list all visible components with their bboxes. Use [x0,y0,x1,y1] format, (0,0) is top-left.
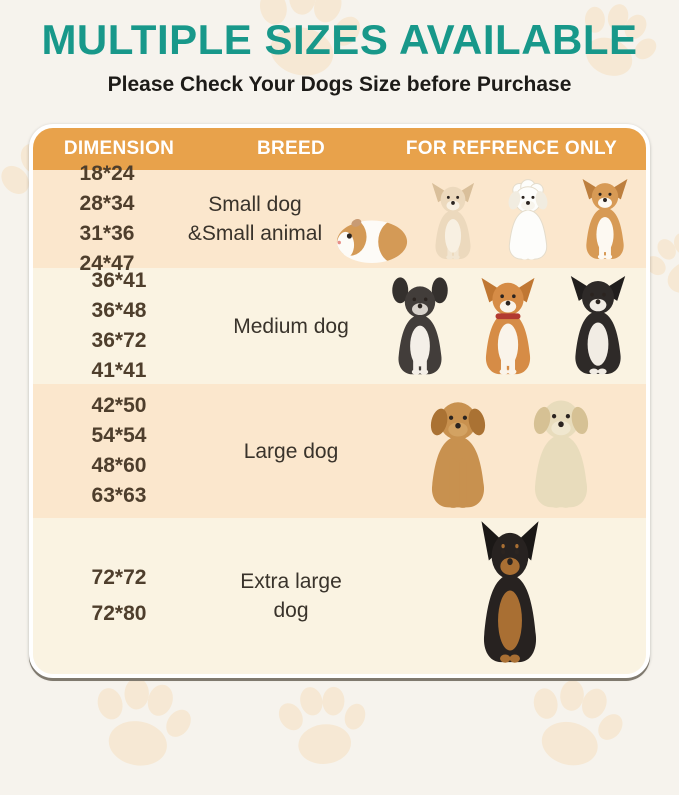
reference-animal-images [329,170,646,268]
breed-line: &Small animal [187,222,323,245]
dimension-value: 36*72 [91,329,147,352]
breed-line: Extra large [240,570,342,593]
dimension-value: 18*24 [79,162,135,185]
table-row: 42*50 54*54 48*60 63*63 Large dog [33,384,646,518]
reference-animal-images [377,268,646,384]
french-bulldog-image [391,277,448,375]
paw-print-icon [263,671,383,786]
corgi-puppy-image [582,179,628,260]
breed-line: Medium dog [233,314,349,338]
breed-line: Large dog [243,439,339,463]
paw-print-icon [71,658,211,792]
breed-line: dog [273,599,309,622]
page-title: MULTIPLE SIZES AVAILABLE [41,16,638,63]
dimension-value: 36*48 [91,299,147,322]
reference-animal-images [377,384,646,518]
table-row: 36*41 36*48 36*72 41*41 Medium dog [33,268,646,384]
dimension-value: 48*60 [91,454,147,477]
doberman-image [480,521,539,663]
page-subtitle: Please Check Your Dogs Size before Purch… [107,73,572,96]
size-chart-card: DIMENSION BREED FOR REFRENCE ONLY 18*24 2… [29,124,650,678]
breed-label: Medium dog [205,268,377,384]
dimension-value: 24*47 [79,252,135,275]
dimension-value: 41*41 [91,359,147,382]
dimension-value: 42*50 [91,394,147,417]
col-header-reference: FOR REFRENCE ONLY [405,138,618,159]
breed-label: Extra large dog [205,518,377,674]
dimension-value: 31*36 [79,222,135,245]
dimension-list: 36*41 36*48 36*72 41*41 [33,268,205,384]
dimension-value: 72*80 [91,602,147,625]
golden-retriever-image [430,402,486,508]
breed-line: Small dog [208,193,302,216]
table-row: 18*24 28*34 31*36 24*47 Small dog &Small anim… [33,162,646,275]
dimension-value: 72*72 [91,566,147,589]
col-header-breed: BREED [256,138,325,159]
col-header-dimension: DIMENSION [63,138,175,159]
table-header: DIMENSION BREED FOR REFRENCE ONLY [33,128,646,170]
table-body: 18*24 28*34 31*36 24*47 Small dog &Small anim… [33,162,646,674]
breed-label: Small dog &Small animal [181,170,329,268]
labrador-image [533,400,589,508]
guinea-pig-image [336,219,408,263]
dimension-value: 63*63 [91,484,147,507]
dimension-value: 54*54 [91,424,147,447]
dimension-value: 36*41 [91,269,147,292]
chihuahua-image [431,182,475,260]
dimension-list: 18*24 28*34 31*36 24*47 [33,162,181,275]
dimension-value: 28*34 [79,192,135,215]
dimension-list: 42*50 54*54 48*60 63*63 [33,384,205,518]
border-collie-image [570,275,625,375]
breed-label: Large dog [205,384,377,518]
table-row: 72*72 72*80 Extra large dog [33,518,646,674]
dimension-list: 72*72 72*80 [33,518,205,674]
reference-animal-images [377,518,646,674]
bichon-frise-image [508,179,548,260]
shiba-inu-image [480,277,535,375]
